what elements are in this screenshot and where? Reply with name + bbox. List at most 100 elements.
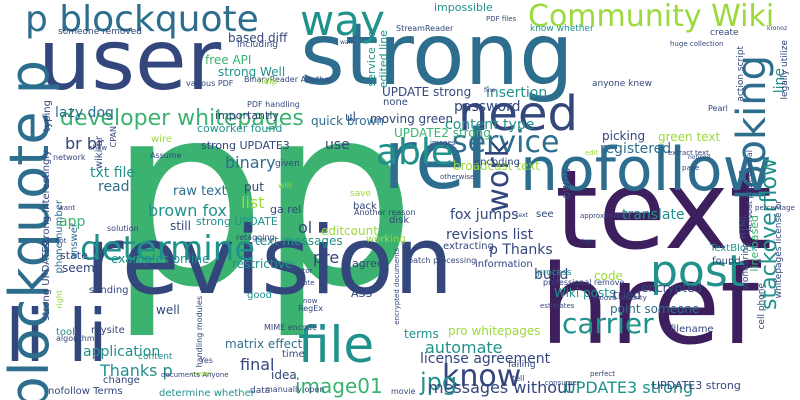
cloud-word: rel xyxy=(383,113,489,208)
cloud-word: Note xyxy=(298,279,315,287)
cloud-word: text messages xyxy=(255,234,343,248)
cloud-word: still xyxy=(170,219,191,233)
cloud-word: picking xyxy=(602,129,646,143)
cloud-word: consumer xyxy=(545,379,580,387)
cloud-word: license agreement xyxy=(420,351,551,367)
cloud-word: Wiki posts xyxy=(554,286,616,300)
cloud-word: ol xyxy=(298,218,313,237)
cloud-word: registered xyxy=(600,141,672,157)
cloud-word: p Thanks xyxy=(489,242,553,258)
cloud-word: file xyxy=(298,316,375,374)
cloud-word: save xyxy=(350,189,372,199)
cloud-word: extract text xyxy=(668,149,709,157)
cloud-word: service xyxy=(452,125,560,160)
cloud-word: UPDATE2 strong xyxy=(394,126,491,140)
cloud-word: revision xyxy=(85,207,454,316)
cloud-word: put xyxy=(244,180,264,194)
cloud-word: coworker found xyxy=(197,122,283,135)
cloud-word: manually open xyxy=(265,385,325,394)
cloud-word: fox jumps xyxy=(450,207,519,223)
cloud-word: perfect xyxy=(590,370,615,378)
cloud-word: action script xyxy=(736,46,746,102)
cloud-word: page xyxy=(682,164,700,172)
cloud-word: content xyxy=(138,352,173,362)
cloud-word: tell xyxy=(512,374,525,383)
cloud-word: state xyxy=(60,249,88,262)
cloud-word: able xyxy=(376,132,454,173)
cloud-word: text xyxy=(516,212,528,219)
cloud-word: list xyxy=(241,193,265,212)
cloud-word: determine whether xyxy=(159,388,255,399)
cloud-word: TextBlock xyxy=(710,243,758,254)
cloud-word: know xyxy=(442,359,522,394)
cloud-word: jpg xyxy=(420,368,458,396)
cloud-word: not xyxy=(55,237,67,245)
cloud-word: UPDATE3 strong xyxy=(652,379,741,392)
cloud-word: kronoz xyxy=(767,25,788,32)
cloud-word: failing xyxy=(508,360,536,370)
cloud-word: images xyxy=(430,139,456,147)
cloud-word: fine xyxy=(484,87,496,94)
cloud-word: retagging xyxy=(236,233,275,242)
cloud-word: create xyxy=(710,28,739,38)
cloud-word: pre xyxy=(313,248,340,267)
cloud-word: time xyxy=(282,349,305,360)
cloud-word: remove security xyxy=(590,294,647,302)
cloud-word: final xyxy=(240,355,275,374)
cloud-word: Thanks p xyxy=(100,361,173,380)
cloud-word: free API xyxy=(205,53,252,67)
cloud-word: now xyxy=(303,297,318,305)
cloud-word: algorithm xyxy=(56,334,95,343)
cloud-word: Acrobat professional xyxy=(745,150,754,232)
cloud-word: encoding xyxy=(474,157,520,168)
cloud-word: binary xyxy=(225,153,276,172)
cloud-word: terms xyxy=(404,327,439,341)
cloud-word: based diff xyxy=(228,31,288,45)
cloud-word: pro whitepages xyxy=(448,324,541,338)
cloud-word: idea xyxy=(271,368,297,382)
cloud-word: UPDATE3 strong xyxy=(564,378,694,397)
cloud-word: quick brown xyxy=(311,114,384,128)
cloud-word: way xyxy=(300,0,385,45)
cloud-word: change xyxy=(103,375,140,386)
cloud-word: edited line xyxy=(377,30,390,89)
cloud-word: developer whitepages xyxy=(60,106,304,131)
cloud-word: cell phone xyxy=(757,283,767,330)
cloud-word: process xyxy=(537,268,572,278)
cloud-word: raw text xyxy=(173,184,227,199)
cloud-word: p xyxy=(258,51,417,342)
cloud-word: automate xyxy=(425,338,503,357)
cloud-word: movie xyxy=(391,387,416,396)
cloud-word: percentage xyxy=(755,204,795,212)
cloud-word: information xyxy=(475,259,533,270)
cloud-word: password xyxy=(454,99,521,115)
cloud-word: post xyxy=(650,246,746,297)
cloud-word: revisions list xyxy=(446,227,534,243)
cloud-word: factor xyxy=(292,267,313,275)
cloud-word: whitepages license br xyxy=(774,200,784,299)
cloud-word: text xyxy=(555,146,773,274)
cloud-word: someone removed xyxy=(58,27,142,37)
cloud-word: encrypted xyxy=(641,281,702,295)
cloud-word: wiki br xyxy=(94,136,105,170)
cloud-word: Another reason xyxy=(354,208,416,217)
cloud-word: back xyxy=(353,201,377,212)
cloud-word: Yes xyxy=(200,356,213,365)
cloud-word: importantly xyxy=(215,109,279,122)
cloud-word: app xyxy=(59,214,86,230)
cloud-word: owns xyxy=(559,168,573,200)
cloud-word: green text xyxy=(658,130,721,144)
cloud-word: various PDF xyxy=(186,79,234,88)
cloud-word: help xyxy=(258,77,278,87)
cloud-word: need xyxy=(458,86,578,142)
cloud-word: code xyxy=(594,269,623,283)
cloud-word: li li xyxy=(5,294,108,378)
cloud-word: otherwise xyxy=(440,173,475,181)
cloud-word: documents Anyone xyxy=(161,371,229,379)
cloud-word: seem xyxy=(62,261,95,275)
cloud-word: solution xyxy=(107,224,139,233)
cloud-word: matrix effect xyxy=(225,337,303,351)
cloud-word: use xyxy=(325,137,350,153)
cloud-word: found xyxy=(712,256,741,267)
cloud-word: mysite xyxy=(91,325,125,336)
